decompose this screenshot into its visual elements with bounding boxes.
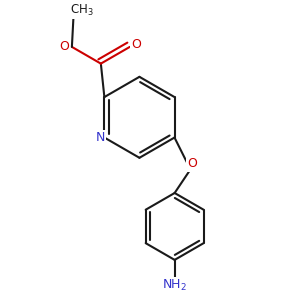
- Text: O: O: [59, 40, 69, 53]
- Text: CH$_3$: CH$_3$: [70, 3, 93, 18]
- Text: O: O: [131, 38, 141, 51]
- Text: NH$_2$: NH$_2$: [162, 278, 187, 293]
- Text: N: N: [95, 131, 105, 144]
- Text: O: O: [188, 158, 197, 170]
